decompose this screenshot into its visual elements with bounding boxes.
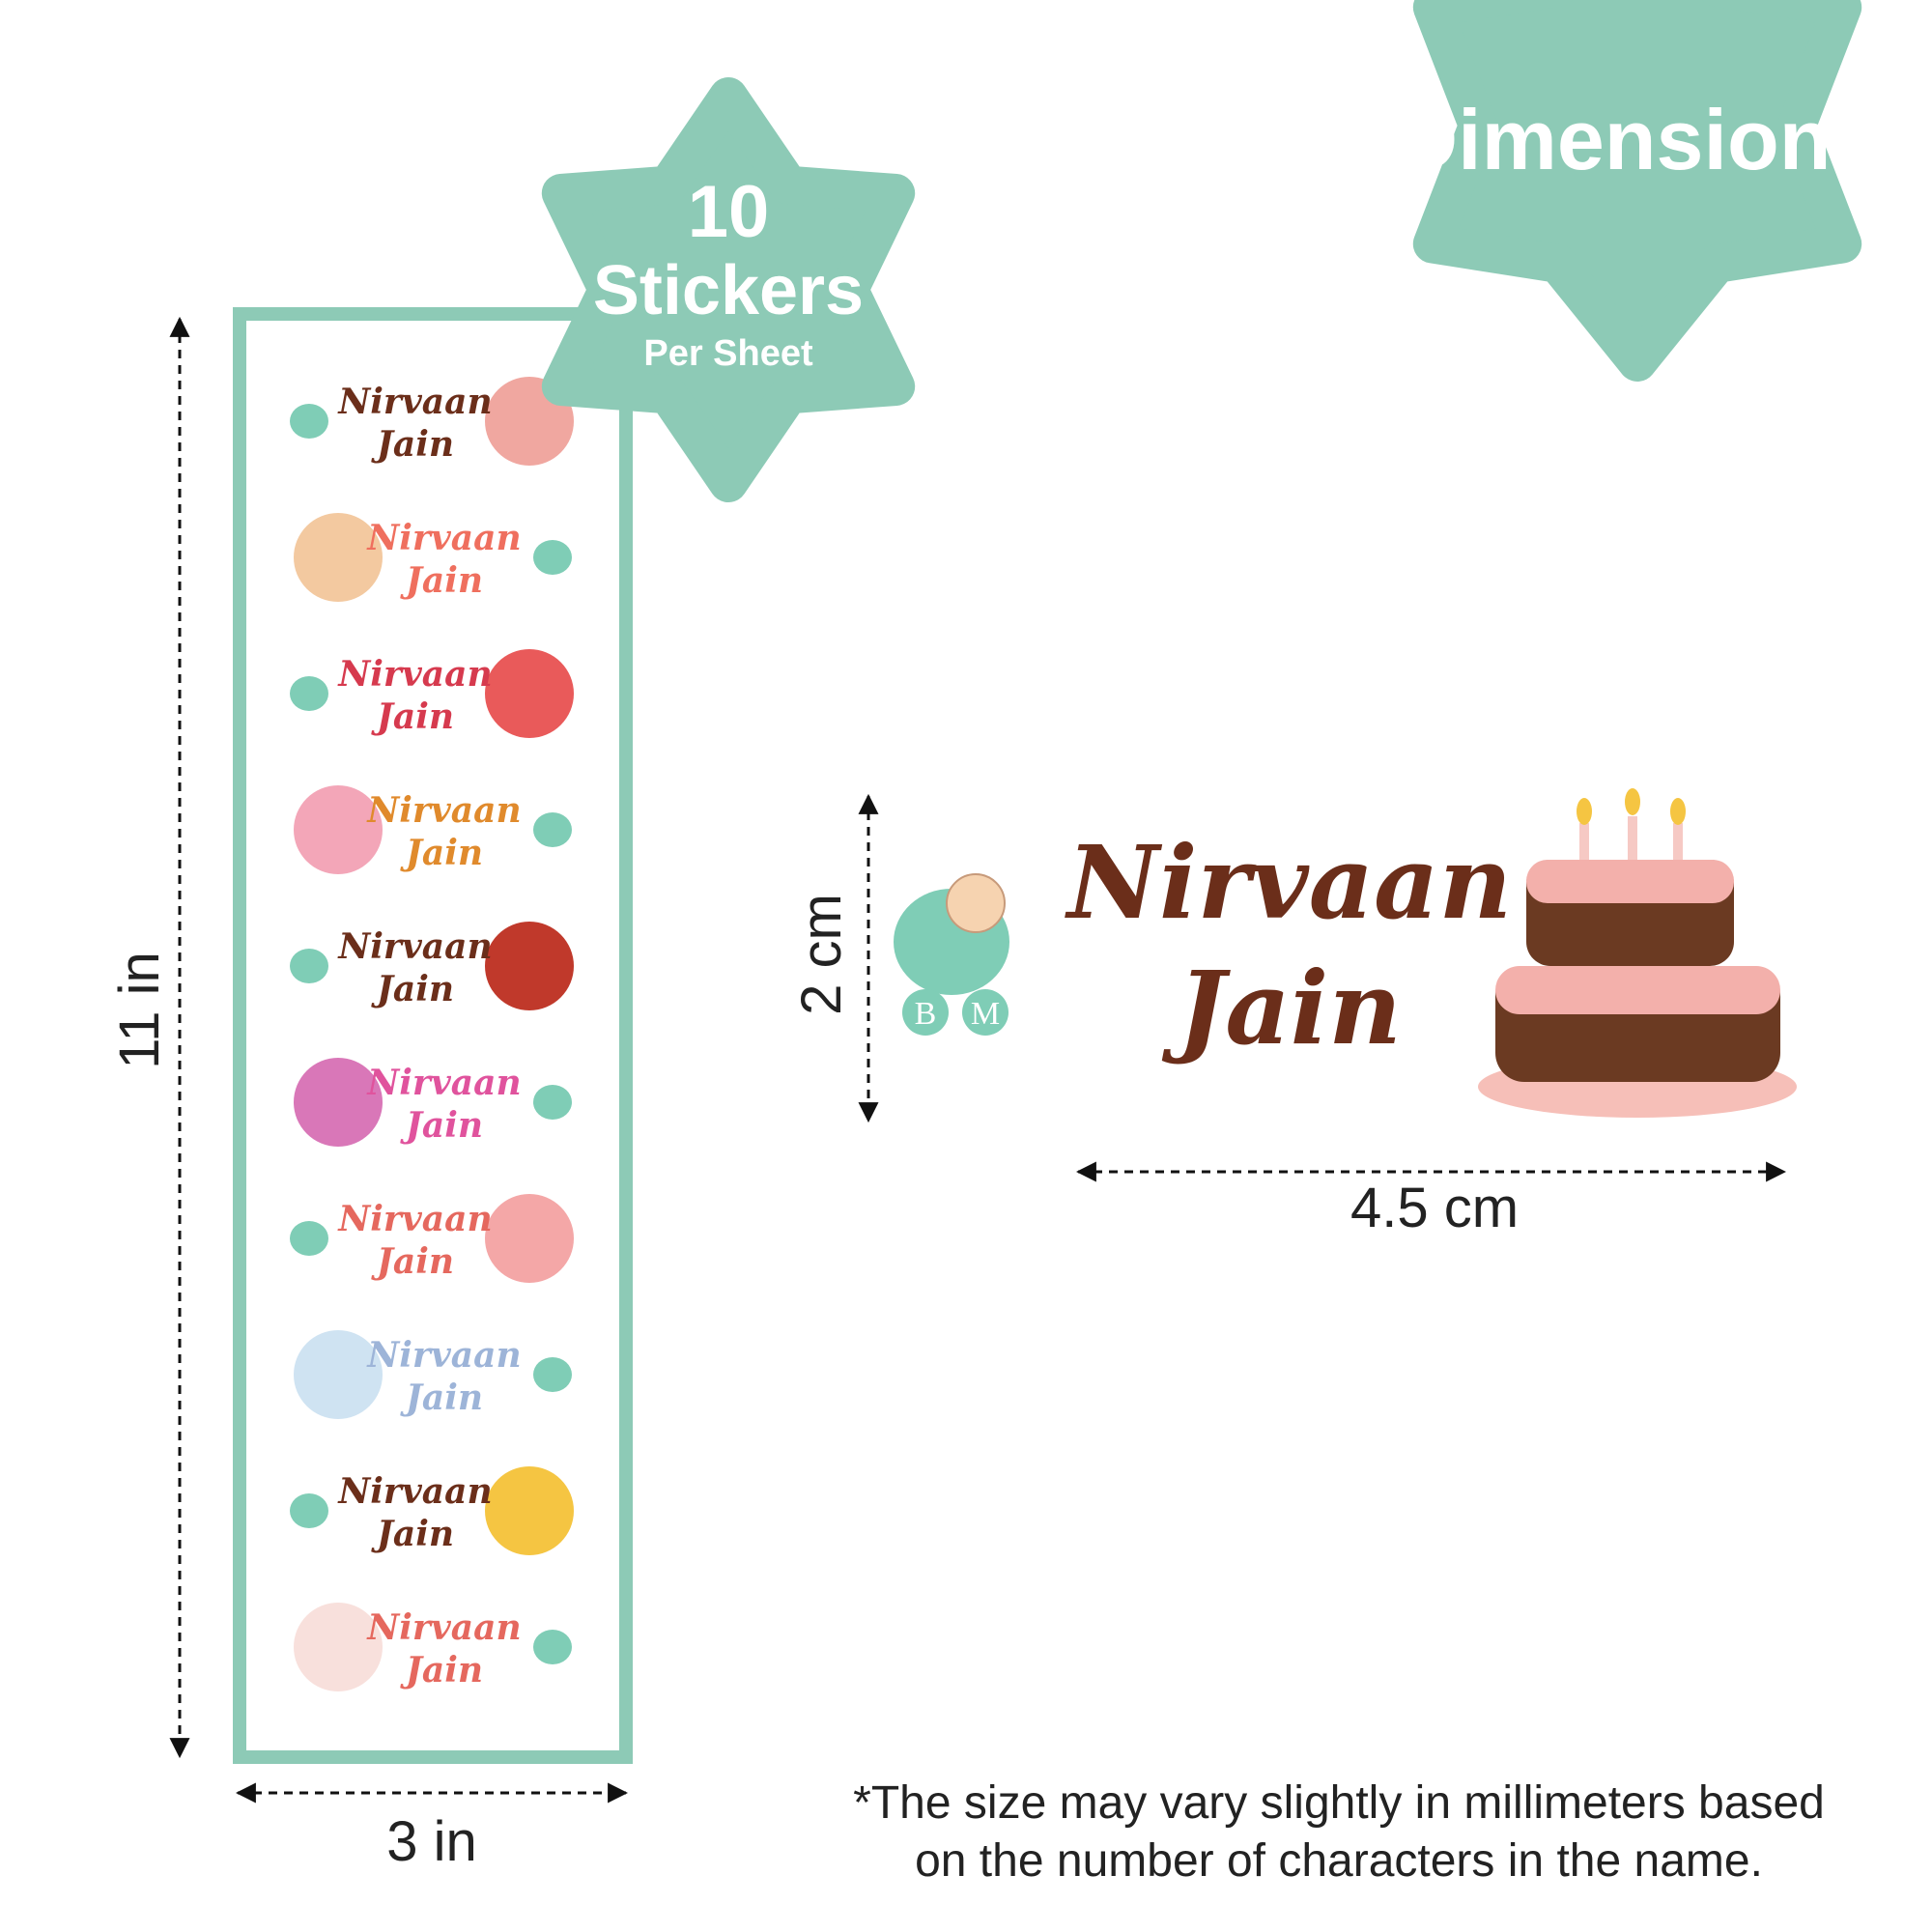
sticker-name-line1: Nirvaan: [366, 1335, 521, 1376]
sample-width: 4.5 cm: [1350, 1177, 1519, 1239]
food-icon: [294, 513, 383, 602]
sticker-name-line2: Jain: [400, 1105, 483, 1146]
sticker-name-line2: Jain: [371, 969, 454, 1009]
food-icon: [294, 1603, 383, 1691]
food-icon: [294, 785, 383, 874]
logo-icon: [290, 676, 328, 711]
logo-face: [946, 873, 1006, 933]
sticker-name-line1: Nirvaan: [337, 382, 492, 422]
sample-name-line2: Jain: [1161, 949, 1402, 1067]
sample-sticker: B M Nirvaan Jain: [894, 788, 1797, 1118]
sticker-name-line1: Nirvaan: [337, 654, 492, 695]
sticker-name-line2: Jain: [400, 1650, 483, 1690]
food-icon: [485, 922, 574, 1010]
cake-icing: [1495, 966, 1780, 1014]
sheet-height: 11 in: [108, 952, 171, 1068]
logo-letter: M: [971, 996, 1000, 1032]
candle: [1673, 823, 1683, 860]
logo-icon: [290, 949, 328, 983]
sticker-name-line2: Jain: [371, 424, 454, 465]
sticker-name-line2: Jain: [371, 1514, 454, 1554]
badge-shape: [1412, 0, 1862, 382]
food-icon: [294, 1058, 383, 1147]
food-icon: [485, 1466, 574, 1555]
logo-letter: B: [915, 996, 937, 1032]
sticker-name-line1: Nirvaan: [366, 1607, 521, 1648]
flame: [1670, 798, 1686, 825]
candle: [1628, 816, 1637, 860]
logo-dot: [902, 989, 949, 1036]
flame: [1577, 798, 1592, 825]
sample-height: 2 cm: [790, 894, 853, 1015]
sticker-name-line2: Jain: [400, 560, 483, 601]
sticker-name-line1: Nirvaan: [366, 790, 521, 831]
note-line: *The size may vary slightly in millimete…: [853, 1777, 1825, 1829]
food-icon: [485, 649, 574, 738]
logo-icon: [533, 1085, 572, 1120]
sticker-name-line1: Nirvaan: [337, 926, 492, 967]
sample-name-line1: Nirvaan: [1065, 823, 1512, 942]
logo-icon: [290, 1221, 328, 1256]
sticker-name-line1: Nirvaan: [366, 1063, 521, 1103]
flame: [1625, 788, 1640, 815]
sticker-name-line2: Jain: [400, 1378, 483, 1418]
food-icon: [485, 1194, 574, 1283]
note-line: on the number of characters in the name.: [915, 1835, 1763, 1887]
badge-shape: [541, 77, 916, 502]
sticker-name-line1: Nirvaan: [366, 518, 521, 558]
logo-icon: [533, 540, 572, 575]
sticker-name-line2: Jain: [371, 696, 454, 737]
sticker-name-line2: Jain: [371, 1241, 454, 1282]
sheet-badge: 10 Stickers Per Sheet: [541, 77, 916, 502]
sticker-name-line1: Nirvaan: [337, 1471, 492, 1512]
cake-icing: [1526, 860, 1734, 903]
logo-icon: [290, 404, 328, 439]
logo-icon: [533, 1630, 572, 1664]
sticker-name-line1: Nirvaan: [337, 1199, 492, 1239]
badge-sublabel: Per Sheet: [643, 333, 813, 374]
sticker-list: NirvaanJainNirvaanJainNirvaanJainNirvaan…: [290, 377, 574, 1691]
sheet-width: 3 in: [386, 1810, 477, 1873]
logo-icon: [533, 1357, 572, 1392]
candle: [1579, 823, 1589, 860]
badge-title: Dimensions: [1397, 92, 1879, 187]
sticker-name-line2: Jain: [400, 833, 483, 873]
badge-label: Stickers: [593, 252, 864, 329]
logo-dot: [962, 989, 1009, 1036]
food-icon: [294, 1330, 383, 1419]
logo-icon: [533, 812, 572, 847]
badge-count: 10: [688, 171, 770, 253]
logo-icon: [290, 1493, 328, 1528]
dimensions-badge: Dimensions: [1397, 0, 1879, 382]
